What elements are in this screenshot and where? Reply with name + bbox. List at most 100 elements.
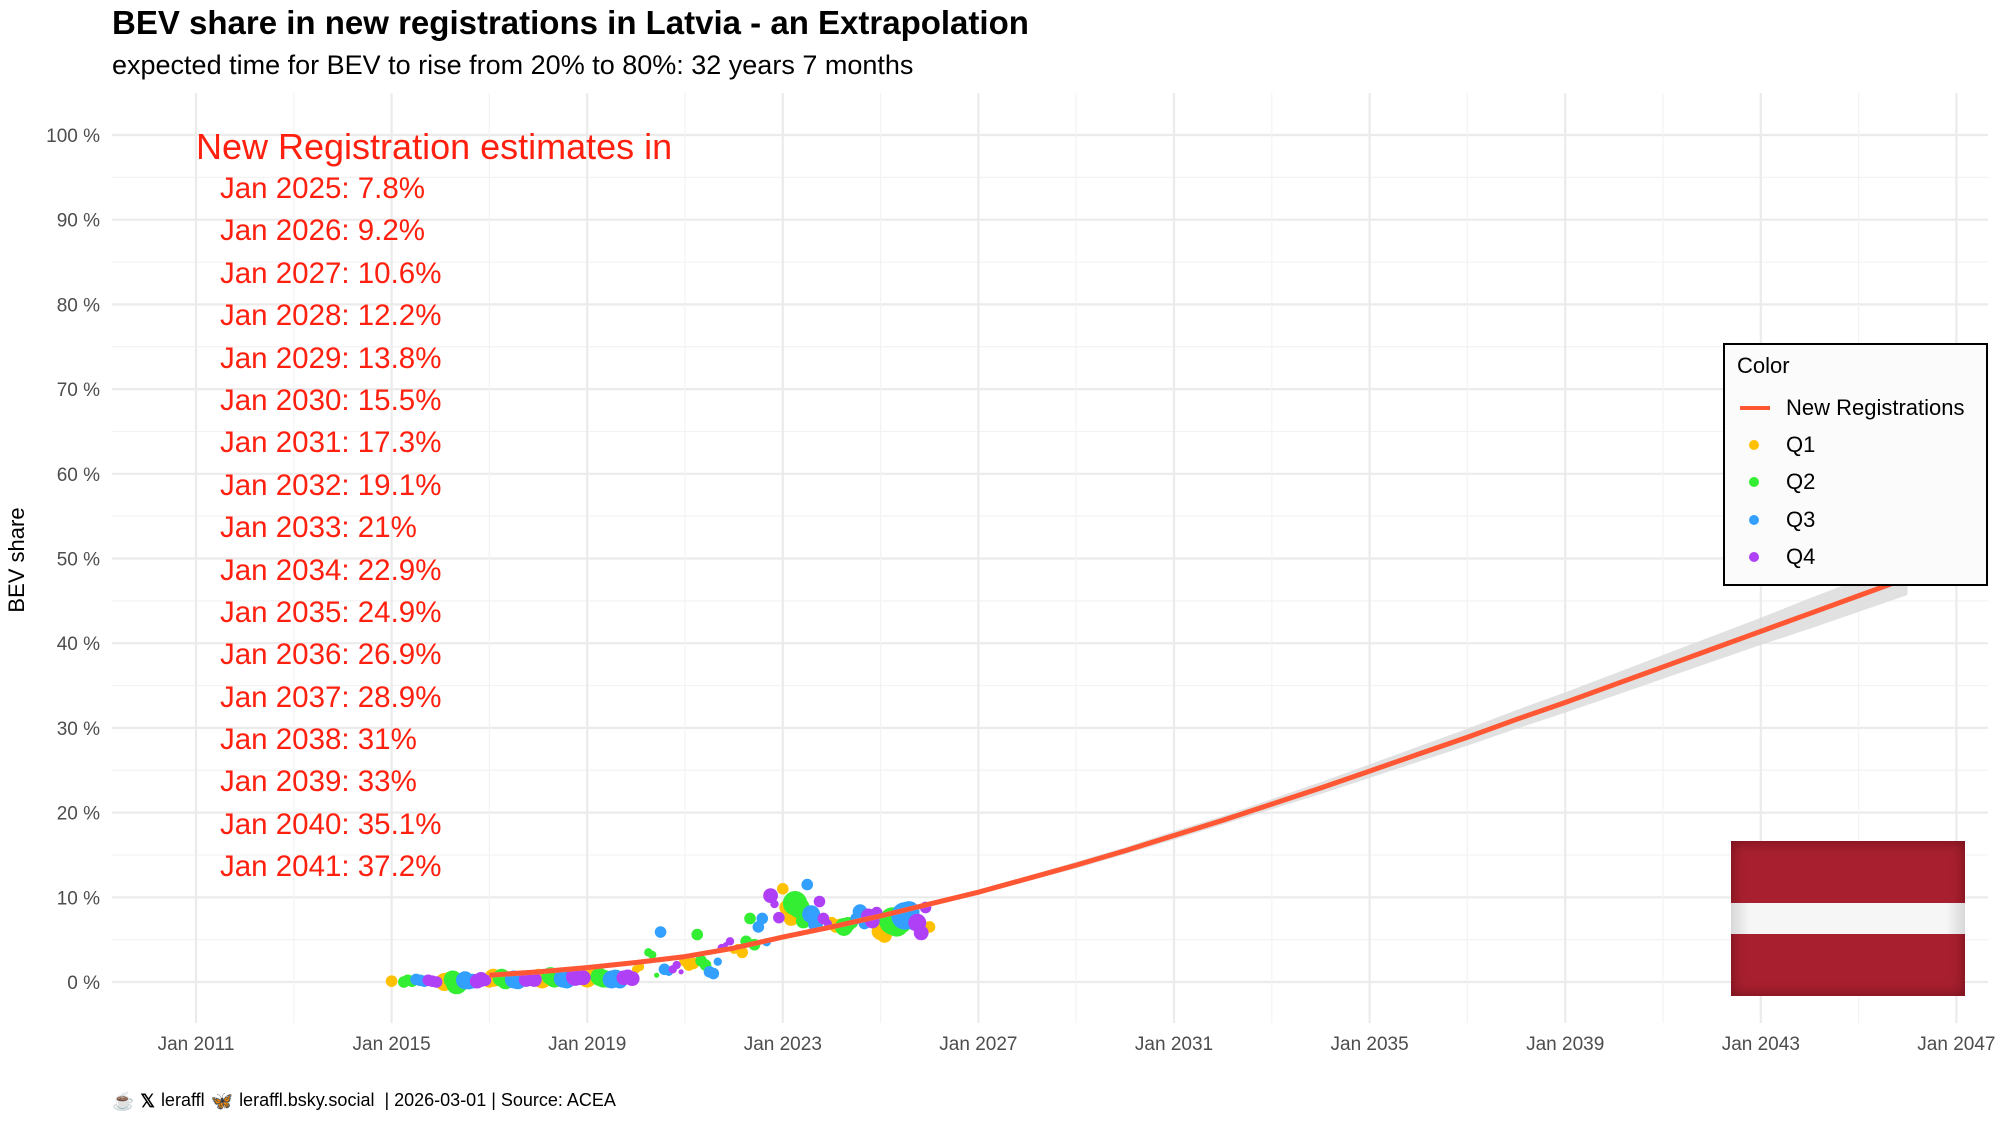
legend-item-q2: Q2: [1725, 465, 1986, 499]
confidence-band: [489, 561, 1908, 978]
x-tick-label: Jan 2019: [548, 1034, 626, 1055]
y-tick-labels: 0 % 10 % 20 % 30 % 40 % 50 % 60 % 70 % 80 % 90 % 1…: [46, 126, 100, 994]
y-tick-label: 0 %: [67, 973, 100, 994]
x-tick-label: Jan 2027: [939, 1034, 1017, 1055]
bluesky-handle[interactable]: leraffl.bsky.social: [239, 1090, 375, 1110]
data-point-q4: [725, 937, 735, 946]
data-point-q3: [756, 912, 769, 925]
data-point-q4: [479, 974, 492, 987]
data-point-q4: [624, 971, 640, 987]
y-tick-label: 10 %: [57, 888, 100, 909]
estimates-heading: New Registration estimates in: [196, 126, 673, 167]
data-point-q4: [913, 925, 929, 941]
estimate-line: Jan 2025: 7.8%: [220, 172, 426, 205]
data-point-q4: [770, 899, 779, 909]
data-point-q4: [773, 911, 785, 924]
flag-white-stripe: [1731, 903, 1965, 934]
estimate-line: Jan 2029: 13.8%: [220, 341, 442, 375]
legend-dot-q2: [1737, 465, 1771, 499]
legend-item-q4: Q4: [1725, 540, 1986, 574]
estimate-line: Jan 2026: 9.2%: [220, 214, 426, 248]
chart-subtitle: expected time for BEV to rise from 20% t…: [112, 50, 914, 80]
data-points: [385, 878, 936, 995]
caption: ☕ 𝕏 leraffl 🦋 leraffl.bsky.social | 2026…: [112, 1090, 616, 1111]
data-point-q4: [678, 969, 684, 975]
estimate-line: Jan 2037: 28.9%: [220, 680, 442, 714]
y-tick-label: 20 %: [57, 804, 100, 825]
data-point-q2: [744, 912, 756, 925]
data-point-q1: [777, 883, 789, 895]
x-logo-icon: 𝕏: [140, 1090, 155, 1111]
data-point-q2: [648, 950, 657, 960]
legend-label: Q3: [1786, 507, 1816, 532]
date-source: | 2026-03-01 | Source: ACEA: [384, 1090, 616, 1110]
legend-label: Q1: [1786, 432, 1816, 457]
y-tick-label: 40 %: [57, 634, 100, 655]
legend-title: Color: [1737, 353, 1790, 378]
latvia-flag: [1731, 841, 1965, 996]
y-tick-label: 60 %: [57, 465, 100, 486]
data-point-q3: [654, 926, 667, 938]
y-tick-label: 100 %: [46, 126, 100, 147]
x-tick-label: Jan 2015: [353, 1034, 431, 1055]
estimate-line: Jan 2035: 24.9%: [220, 595, 442, 629]
data-point-q4: [526, 972, 542, 987]
legend-dot-q4: [1737, 540, 1771, 574]
y-tick-label: 90 %: [57, 211, 100, 232]
data-point-q3: [713, 957, 722, 966]
estimate-line: Jan 2028: 12.2%: [220, 299, 442, 333]
data-point-q4: [672, 960, 681, 970]
legend-line-swatch: [1737, 391, 1771, 425]
estimate-line: Jan 2041: 37.2%: [220, 850, 442, 884]
legend-label: Q2: [1786, 469, 1816, 494]
fit-line-group: [489, 575, 1909, 978]
legend-item-q3: Q3: [1725, 503, 1986, 537]
legend-item-q1: Q1: [1725, 428, 1986, 462]
y-tick-label: 30 %: [57, 719, 100, 740]
data-point-q4: [430, 976, 443, 988]
estimate-line: Jan 2034: 22.9%: [220, 553, 442, 587]
confidence-ribbon: [489, 561, 1908, 978]
data-point-q4: [813, 895, 826, 908]
data-point-q3: [801, 878, 814, 891]
x-tick-label: Jan 2039: [1526, 1034, 1604, 1055]
x-tick-label: Jan 2047: [1917, 1034, 1995, 1055]
x-tick-label: Jan 2035: [1331, 1034, 1409, 1055]
x-tick-labels: Jan 2011 Jan 2015 Jan 2019 Jan 2023 Jan 2027…: [158, 1034, 1996, 1055]
x-tick-label: Jan 2031: [1135, 1034, 1213, 1055]
legend-label: New Registrations: [1786, 395, 1965, 420]
data-point-q3: [707, 967, 720, 980]
estimate-line: Jan 2036: 26.9%: [220, 638, 442, 672]
estimate-line: Jan 2032: 19.1%: [220, 468, 442, 502]
butterfly-icon: 🦋: [210, 1090, 234, 1111]
x-tick-label: Jan 2023: [744, 1034, 822, 1055]
x-tick-label: Jan 2011: [158, 1034, 235, 1055]
estimate-line: Jan 2031: 17.3%: [220, 426, 442, 460]
data-point-q2: [691, 928, 704, 941]
y-tick-label: 70 %: [57, 380, 100, 401]
estimate-line: Jan 2030: 15.5%: [220, 383, 442, 417]
data-point-q4: [763, 888, 778, 904]
coffee-cup-icon: ☕: [112, 1090, 135, 1111]
y-tick-label: 80 %: [57, 295, 100, 316]
x-tick-label: Jan 2043: [1722, 1034, 1800, 1055]
estimate-line: Jan 2027: 10.6%: [220, 256, 442, 290]
y-tick-label: 50 %: [57, 550, 100, 571]
legend: Color New Registrations Q1 Q2 Q3 Q4: [1723, 343, 1988, 586]
data-point-q1: [385, 975, 398, 987]
estimates-annotation: New Registration estimates in Jan 2025: …: [196, 126, 672, 889]
legend-item-new-registrations: New Registrations: [1725, 391, 1986, 425]
estimate-line: Jan 2040: 35.1%: [220, 807, 442, 841]
legend-dot-q3: [1737, 503, 1771, 537]
chart-title: BEV share in new registrations in Latvia…: [112, 4, 1029, 41]
estimate-line: Jan 2038: 31%: [220, 723, 417, 757]
legend-dot-q1: [1737, 428, 1771, 462]
x-handle[interactable]: leraffl: [160, 1090, 205, 1110]
fit-line-new-registrations: [489, 575, 1909, 978]
estimate-line: Jan 2033: 21%: [220, 511, 417, 545]
data-point-q2: [654, 972, 660, 978]
legend-label: Q4: [1786, 544, 1816, 569]
grid: [112, 93, 1988, 1023]
estimate-line: Jan 2039: 33%: [220, 765, 417, 799]
